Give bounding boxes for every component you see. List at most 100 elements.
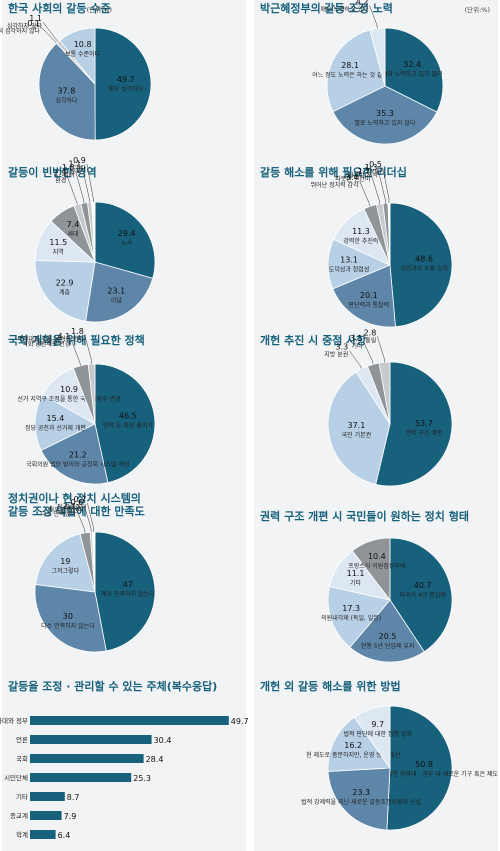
slice-label: 시민사회 의견 수렴 위한 청와대 · 정부 내 새로운 기구 혹은 제도 구성 [337, 770, 500, 778]
chart-title: 권력 구조 개편 시 국민들이 원하는 정치 형태 [260, 509, 469, 523]
slice-label: 기타 [350, 579, 362, 587]
slice-label: 세대 [67, 230, 78, 238]
slice-value: 1.8 [62, 163, 75, 172]
pie-slice [386, 705, 453, 831]
pie-slice [327, 716, 391, 772]
leader-line [84, 506, 92, 533]
slice-label: 도덕성과 청렴성 [329, 265, 370, 273]
leader-line [382, 167, 390, 203]
slice-label: 이념 [111, 296, 122, 304]
slice-value: 47 [123, 580, 133, 589]
leader-line [86, 163, 94, 203]
chart-title: 국회 개혁을 위해 필요한 정책 [8, 333, 145, 347]
slice-value: 2.7 [63, 502, 76, 511]
slice-label: 국민 기본권 [342, 431, 372, 439]
slice-label: 미국식 4년 중임제 [400, 591, 446, 599]
slice-label: 국민과의 소통 능력 [400, 265, 448, 273]
slice-value: 21.2 [69, 451, 87, 460]
slice-label: 비례대표 수를 늘려야 한다 [17, 335, 84, 343]
slice-label: 뛰어난 정치력 감각 [311, 181, 359, 189]
bar [30, 792, 65, 801]
slice-label: 잘 모르겠다 [57, 503, 87, 511]
bar-category-label: 시민단체 [4, 773, 28, 782]
bar [30, 735, 152, 744]
slice-value: 15.4 [47, 414, 65, 423]
bar-value: 49.7 [231, 717, 249, 726]
leader-line [87, 502, 94, 533]
pie-slice [94, 363, 156, 484]
bar [30, 811, 62, 820]
slice-value: 48.6 [415, 255, 433, 264]
slice-label: 보통 수준이다 [65, 50, 101, 58]
pie-slice [389, 202, 453, 328]
slice-label: 환경 [55, 176, 66, 184]
slice-label: 현 제도로 충분하지만, 운영 방법 개선 [306, 751, 400, 759]
bar-category-label: 학계 [16, 830, 28, 839]
slice-value: 11.3 [352, 227, 370, 236]
slice-label: 노사 [121, 239, 133, 247]
leader-line [66, 176, 78, 205]
slice-value: 11.1 [347, 569, 365, 578]
slice-label: 기타 [351, 342, 363, 350]
slice-label: 매우 만족한다 [48, 506, 84, 514]
slice-value: 46.5 [119, 411, 137, 420]
slice-value: 40.7 [414, 581, 432, 590]
pie-slice [94, 531, 156, 652]
slice-value: 10.9 [60, 385, 78, 394]
leader-line [349, 350, 362, 369]
slice-label: 심각하다 [55, 96, 78, 104]
slice-label: 전혀 심각하지 않다 [0, 27, 41, 35]
slice-label: 선거 지역구 조정을 통한 국회의원수 변경 [17, 395, 120, 403]
slice-value: 7.4 [67, 220, 80, 229]
slice-value: 16.2 [344, 741, 362, 750]
chart-3: 갈등이 빈번한 영역 29.4노사 23.1이념 22.9계층 11.5지역 7.4세대 1… [8, 156, 156, 323]
slice-value: 10.8 [74, 40, 92, 49]
bar-value: 25.3 [133, 774, 151, 783]
leader-line [359, 180, 371, 207]
pie-slice [332, 264, 396, 328]
chart-title: 한국 사회의 갈등 수준 [8, 1, 111, 15]
leader-line [82, 167, 90, 203]
bar-value: 8.7 [67, 793, 80, 802]
slice-value: 49.7 [117, 75, 135, 84]
slice-value: 50.8 [415, 760, 433, 769]
pie-slice [353, 705, 391, 770]
slice-label: 현행 5년 단임제 유지 [361, 642, 415, 650]
slice-value: 29.4 [118, 229, 136, 238]
pie-slice [349, 599, 425, 663]
slice-label: 따뜻한 인간미 [335, 175, 370, 183]
slice-label: 강력한 추진력 [343, 237, 378, 245]
pie-slice [94, 201, 156, 279]
leader-line [71, 340, 81, 366]
slice-label: 계층 [59, 288, 71, 296]
bar [30, 773, 132, 782]
pie-slice [34, 260, 96, 322]
slice-value: 10.4 [368, 552, 386, 561]
slice-label: 그저그렇다 [51, 567, 79, 575]
pie-slice [91, 531, 96, 593]
slice-value: 1.1 [29, 14, 42, 23]
slice-label: 심각하지 않다 [7, 22, 43, 30]
slice-value: 23.1 [107, 286, 125, 295]
slice-label: 정당 공천과 선거제 개편 [25, 424, 86, 432]
pie-slice [34, 393, 96, 451]
pie-slice [369, 27, 386, 87]
chart-title: 갈등 해소를 위해 필요한 리더십 [260, 165, 407, 179]
pie-slice [35, 533, 96, 593]
slice-value: 32.4 [403, 60, 421, 69]
bar-value: 7.9 [64, 812, 77, 821]
slice-value: 3.4 [346, 173, 359, 182]
slice-label: 다소 만족한다 [41, 510, 77, 518]
slice-label: 통일 [365, 336, 376, 344]
pie-slice [94, 27, 152, 141]
leader-line [75, 171, 85, 204]
slice-value: 3.3 [336, 342, 349, 351]
pie-slice [326, 29, 386, 113]
pie-slice [38, 42, 96, 141]
slice-label: 면책 등 특권 줄이기 [103, 421, 153, 429]
bar [30, 830, 56, 839]
leader-line [369, 5, 378, 29]
